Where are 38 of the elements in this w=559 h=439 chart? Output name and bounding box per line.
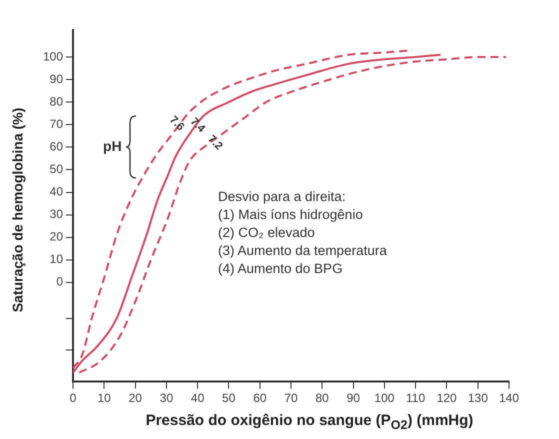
x-tick-label: 70 [284,391,298,406]
annotation: Desvio para a direita: [218,188,347,206]
x-tick-label: 10 [97,391,112,406]
annotation: (4) Aumento do BPG [218,260,344,278]
x-tick-label: 120 [436,391,458,406]
x-tick-label: 80 [315,391,330,406]
x-tick-label: 30 [160,391,174,406]
y-tick-label: 30 [50,207,64,222]
y-tick-label: 100 [42,49,64,64]
x-tick-label: 130 [468,391,488,406]
text: 7.4 [188,116,208,136]
x-tick-label: 60 [253,391,267,406]
y-tick-label: 20 [50,230,64,244]
y-tick-label: 0 [56,274,64,289]
annotation: (2) CO₂ elevado [218,224,316,242]
x-tick-label: 140 [498,391,520,406]
y-tick-label: 40 [50,184,64,199]
y-tick-label: 80 [50,94,64,108]
x-tick-label: 40 [190,391,205,406]
text: 7.6 [167,114,186,134]
y-tick-label: 10 [50,252,64,266]
y-tick-label: 90 [50,72,64,86]
text: 7.2 [205,133,225,152]
y-tick-label: 70 [50,116,64,131]
line-series [78,56,507,374]
x-tick-label: 110 [406,391,426,406]
x-tick-label: 100 [374,391,395,406]
y-tick-label: 60 [50,140,64,154]
x-axis-title: Pressão do oxigênio no sangue (P$_{O2}$) (mmHg) [144,412,474,432]
x-tick-label: 20 [128,391,142,406]
annotation: pH [103,138,122,154]
y-axis-title: Saturação de hemoglobina (%) [9,108,25,312]
x-tick-label: 50 [222,391,236,406]
x-tick-label: 0 [70,391,77,406]
x-tick-label: 90 [346,391,360,406]
annotation: (1) Mais íons hidrogênio [218,206,364,224]
y-tick-label: 50 [50,162,64,176]
annotation: (3) Aumento da temperatura [218,242,387,260]
